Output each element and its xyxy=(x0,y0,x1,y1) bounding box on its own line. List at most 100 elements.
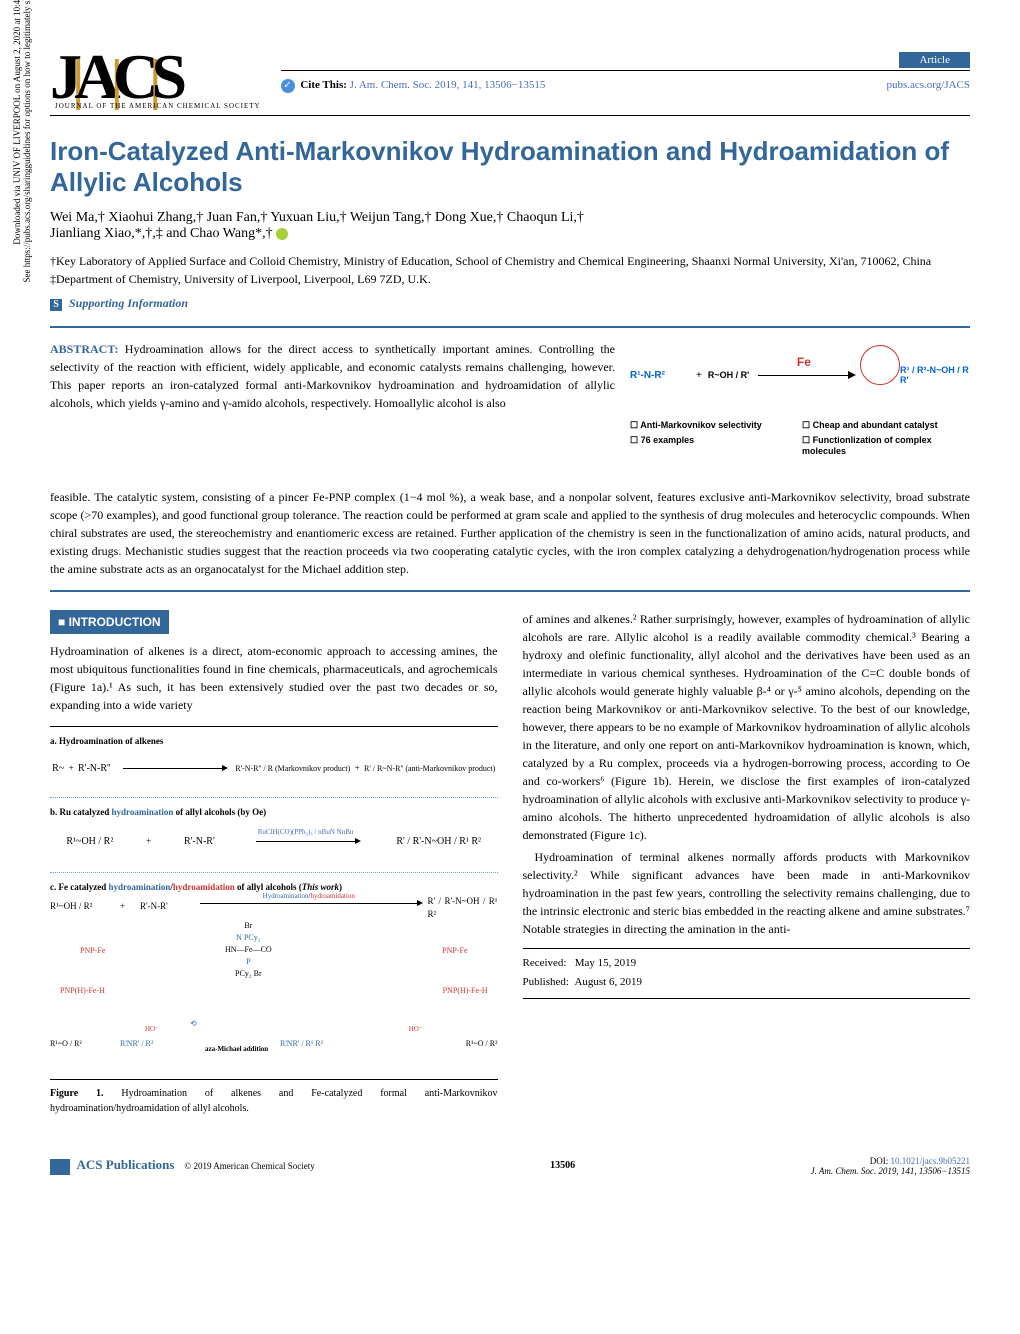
page-container: J|A|C|S JOURNAL OF THE AMERICAN CHEMICAL… xyxy=(0,0,1020,1216)
fig1-label-a: a. Hydroamination of alkenes xyxy=(50,735,498,749)
fig1b-plus: + xyxy=(146,835,151,849)
fig1c-mech-label: Hydroamination/hydroamidation xyxy=(200,891,418,902)
abstract-label: ABSTRACT: xyxy=(50,342,118,356)
toc-graphic: R¹-N-R² + R~OH / R' Fe R¹ / R²-N~OH / R … xyxy=(630,340,970,480)
fig1-section-a: a. Hydroamination of alkenes R~ + R'-N-R… xyxy=(50,735,498,798)
toc-check-3: 76 examples xyxy=(630,435,798,456)
abstract-full: feasible. The catalytic system, consisti… xyxy=(50,488,970,578)
affiliation-1: †Key Laboratory of Applied Surface and C… xyxy=(50,252,970,270)
intro-para1: Hydroamination of alkenes is a direct, a… xyxy=(50,642,498,714)
intro-para2: of amines and alkenes.² Rather surprisin… xyxy=(523,610,971,844)
fig1-caption-text: Hydroamination of alkenes and Fe-catalyz… xyxy=(50,1088,498,1114)
abstract-text-column: ABSTRACT: Hydroamination allows for the … xyxy=(50,340,615,480)
figure-1: a. Hydroamination of alkenes R~ + R'-N-R… xyxy=(50,726,498,1116)
download-sidebar: Downloaded via UNIV OF LIVERPOOL on Augu… xyxy=(12,0,32,380)
fig1-label-b-suffix: of allyl alcohols (by Oe) xyxy=(173,807,266,817)
header-divider xyxy=(281,70,970,71)
fig1c-pnp-h-left: PNP(H)-Fe-H xyxy=(60,985,105,997)
journal-header: J|A|C|S JOURNAL OF THE AMERICAN CHEMICAL… xyxy=(50,40,970,116)
left-column: INTRODUCTION Hydroamination of alkenes i… xyxy=(50,610,498,1128)
supporting-info-link[interactable]: S Supporting Information xyxy=(50,296,970,311)
fig1a-plus: + xyxy=(69,762,74,776)
fig1b-substrate: R¹~OH / R² xyxy=(66,834,113,849)
fig1a-plus2: + xyxy=(355,762,360,776)
toc-reagent-alkene: R~OH / R' xyxy=(708,370,758,380)
body-columns: INTRODUCTION Hydroamination of alkenes i… xyxy=(50,610,970,1128)
acs-publications-label: ACS Publications xyxy=(77,1157,175,1172)
fig1-caption-label: Figure 1. xyxy=(50,1088,104,1099)
authors-line1: Wei Ma,† Xiaohui Zhang,† Juan Fan,† Yuxu… xyxy=(50,210,970,226)
fig1-section-b: b. Ru catalyzed hydroamination of allyl … xyxy=(50,806,498,874)
fig1-label-c-blue1: hydroamination xyxy=(108,882,170,892)
copyright-text: © 2019 American Chemical Society xyxy=(184,1161,314,1171)
fig1c-bot-int2: R'NR' / R¹ R² xyxy=(280,1038,323,1050)
article-type-badge: Article xyxy=(899,52,970,68)
fig1b-product: R' / R'-N~OH / R¹ R² xyxy=(396,834,481,849)
fig1c-ho1: HO⁻ xyxy=(145,1024,159,1035)
right-column: of amines and alkenes.² Rather surprisin… xyxy=(523,610,971,1128)
toc-check-2: Cheap and abundant catalyst xyxy=(802,420,970,431)
authors-line2: Jianliang Xiao,*,†,‡ and Chao Wang*,† xyxy=(50,226,273,241)
cite-box[interactable]: ✓ Cite This: J. Am. Chem. Soc. 2019, 141… xyxy=(281,79,546,93)
fig1-section-c: c. Fe catalyzed hydroamination/hydroamid… xyxy=(50,881,498,1063)
fig1c-product: R' / R'-N~OH / R¹ R² xyxy=(428,895,498,922)
footer-left: ACS Publications © 2019 American Chemica… xyxy=(50,1157,315,1175)
intro-para3: Hydroamination of terminal alkenes norma… xyxy=(523,848,971,938)
intro-heading: INTRODUCTION xyxy=(50,610,169,634)
fig1c-bot-left: R¹~O / R² xyxy=(50,1038,82,1050)
acs-logo-icon xyxy=(50,1159,70,1175)
doi-label: DOI: xyxy=(870,1156,889,1166)
received-date: May 15, 2019 xyxy=(575,957,636,969)
received-box: Received: May 15, 2019 Published: August… xyxy=(523,948,971,999)
abstract-part1: Hydroamination allows for the direct acc… xyxy=(50,342,615,410)
fig1c-br1: Br xyxy=(225,920,272,932)
fig1c-aza-michael: aza-Michael addition xyxy=(205,1044,268,1055)
fig1c-cycle-arrow-icon: ⟲ xyxy=(190,1018,197,1030)
published-label: Published: xyxy=(523,976,569,988)
cite-label: Cite This: xyxy=(300,79,347,91)
fig1c-bot-int1: R'NR' / R² xyxy=(120,1038,153,1050)
fig1c-pcy2-top: PCy₂ xyxy=(244,933,261,942)
toc-plus: + xyxy=(696,370,702,381)
fig1b-arrow-icon: RuClH(CO)(PPh₃)₃ / nBuN NnBu xyxy=(256,841,356,842)
orcid-icon[interactable] xyxy=(276,228,288,240)
fig1b-amine: R'-N-R' xyxy=(184,834,215,849)
cite-link[interactable]: J. Am. Chem. Soc. 2019, 141, 13506−13515 xyxy=(350,79,546,91)
fig1c-top-arrow: Hydroamination/hydroamidation xyxy=(200,903,418,904)
footer-citation: J. Am. Chem. Soc. 2019, 141, 13506−13515 xyxy=(811,1166,970,1176)
authors-block: Wei Ma,† Xiaohui Zhang,† Juan Fan,† Yuxu… xyxy=(50,210,970,242)
cite-check-icon: ✓ xyxy=(281,79,295,93)
fig1a-prod2: R' / R~N-R'' (anti-Markovnikov product) xyxy=(364,763,495,775)
published-date: August 6, 2019 xyxy=(574,976,642,988)
doi-link[interactable]: 10.1021/jacs.9b05221 xyxy=(890,1156,970,1166)
pubs-link[interactable]: pubs.acs.org/JACS xyxy=(886,79,970,91)
fig1a-substrate: R~ xyxy=(52,761,64,776)
toc-product: R¹ / R²-N~OH / R R' xyxy=(900,365,970,385)
abstract-section: ABSTRACT: Hydroamination allows for the … xyxy=(50,326,970,592)
sidebar-line2: See https://pubs.acs.org/sharingguidelin… xyxy=(22,0,32,380)
fig1c-pnp-fe-right: PNP-Fe xyxy=(442,945,467,957)
logo-subtitle: JOURNAL OF THE AMERICAN CHEMICAL SOCIETY xyxy=(55,102,261,110)
si-label: Supporting Information xyxy=(69,296,188,310)
fig1a-arrow-icon xyxy=(123,768,223,769)
toc-circle-icon xyxy=(860,345,900,385)
fig1c-bot-right: R¹~O / R² xyxy=(466,1038,498,1050)
toc-check-4: Functionlization of complex molecules xyxy=(802,435,970,456)
article-title: Iron-Catalyzed Anti-Markovnikov Hydroami… xyxy=(50,136,970,198)
fig1a-amine: R'-N-R'' xyxy=(78,761,111,776)
fig1c-pnp-fe-left: PNP-Fe xyxy=(80,945,105,957)
header-right: Article ✓ Cite This: J. Am. Chem. Soc. 2… xyxy=(281,40,970,93)
fig1c-ho2: HO⁻ xyxy=(409,1024,423,1035)
fig1c-plus: + xyxy=(120,900,125,914)
footer-right: DOI: 10.1021/jacs.9b05221 J. Am. Chem. S… xyxy=(811,1156,970,1176)
affiliation-2: ‡Department of Chemistry, University of … xyxy=(50,270,970,288)
toc-check-1: Anti-Markovnikov selectivity xyxy=(630,420,798,431)
page-footer: ACS Publications © 2019 American Chemica… xyxy=(50,1148,970,1176)
toc-reagent-amine: R¹-N-R² xyxy=(630,370,690,381)
received-label: Received: xyxy=(523,957,567,969)
fig1b-catalyst: RuClH(CO)(PPh₃)₃ / nBuN NnBu xyxy=(246,827,366,838)
sidebar-line1: Downloaded via UNIV OF LIVERPOOL on Augu… xyxy=(12,0,22,380)
journal-logo: J|A|C|S JOURNAL OF THE AMERICAN CHEMICAL… xyxy=(50,40,261,110)
fig1a-prod1: R'-N-R'' / R (Markovnikov product) xyxy=(235,763,350,775)
fig1c-pnp-h-right: PNP(H)-Fe-H xyxy=(443,985,488,997)
